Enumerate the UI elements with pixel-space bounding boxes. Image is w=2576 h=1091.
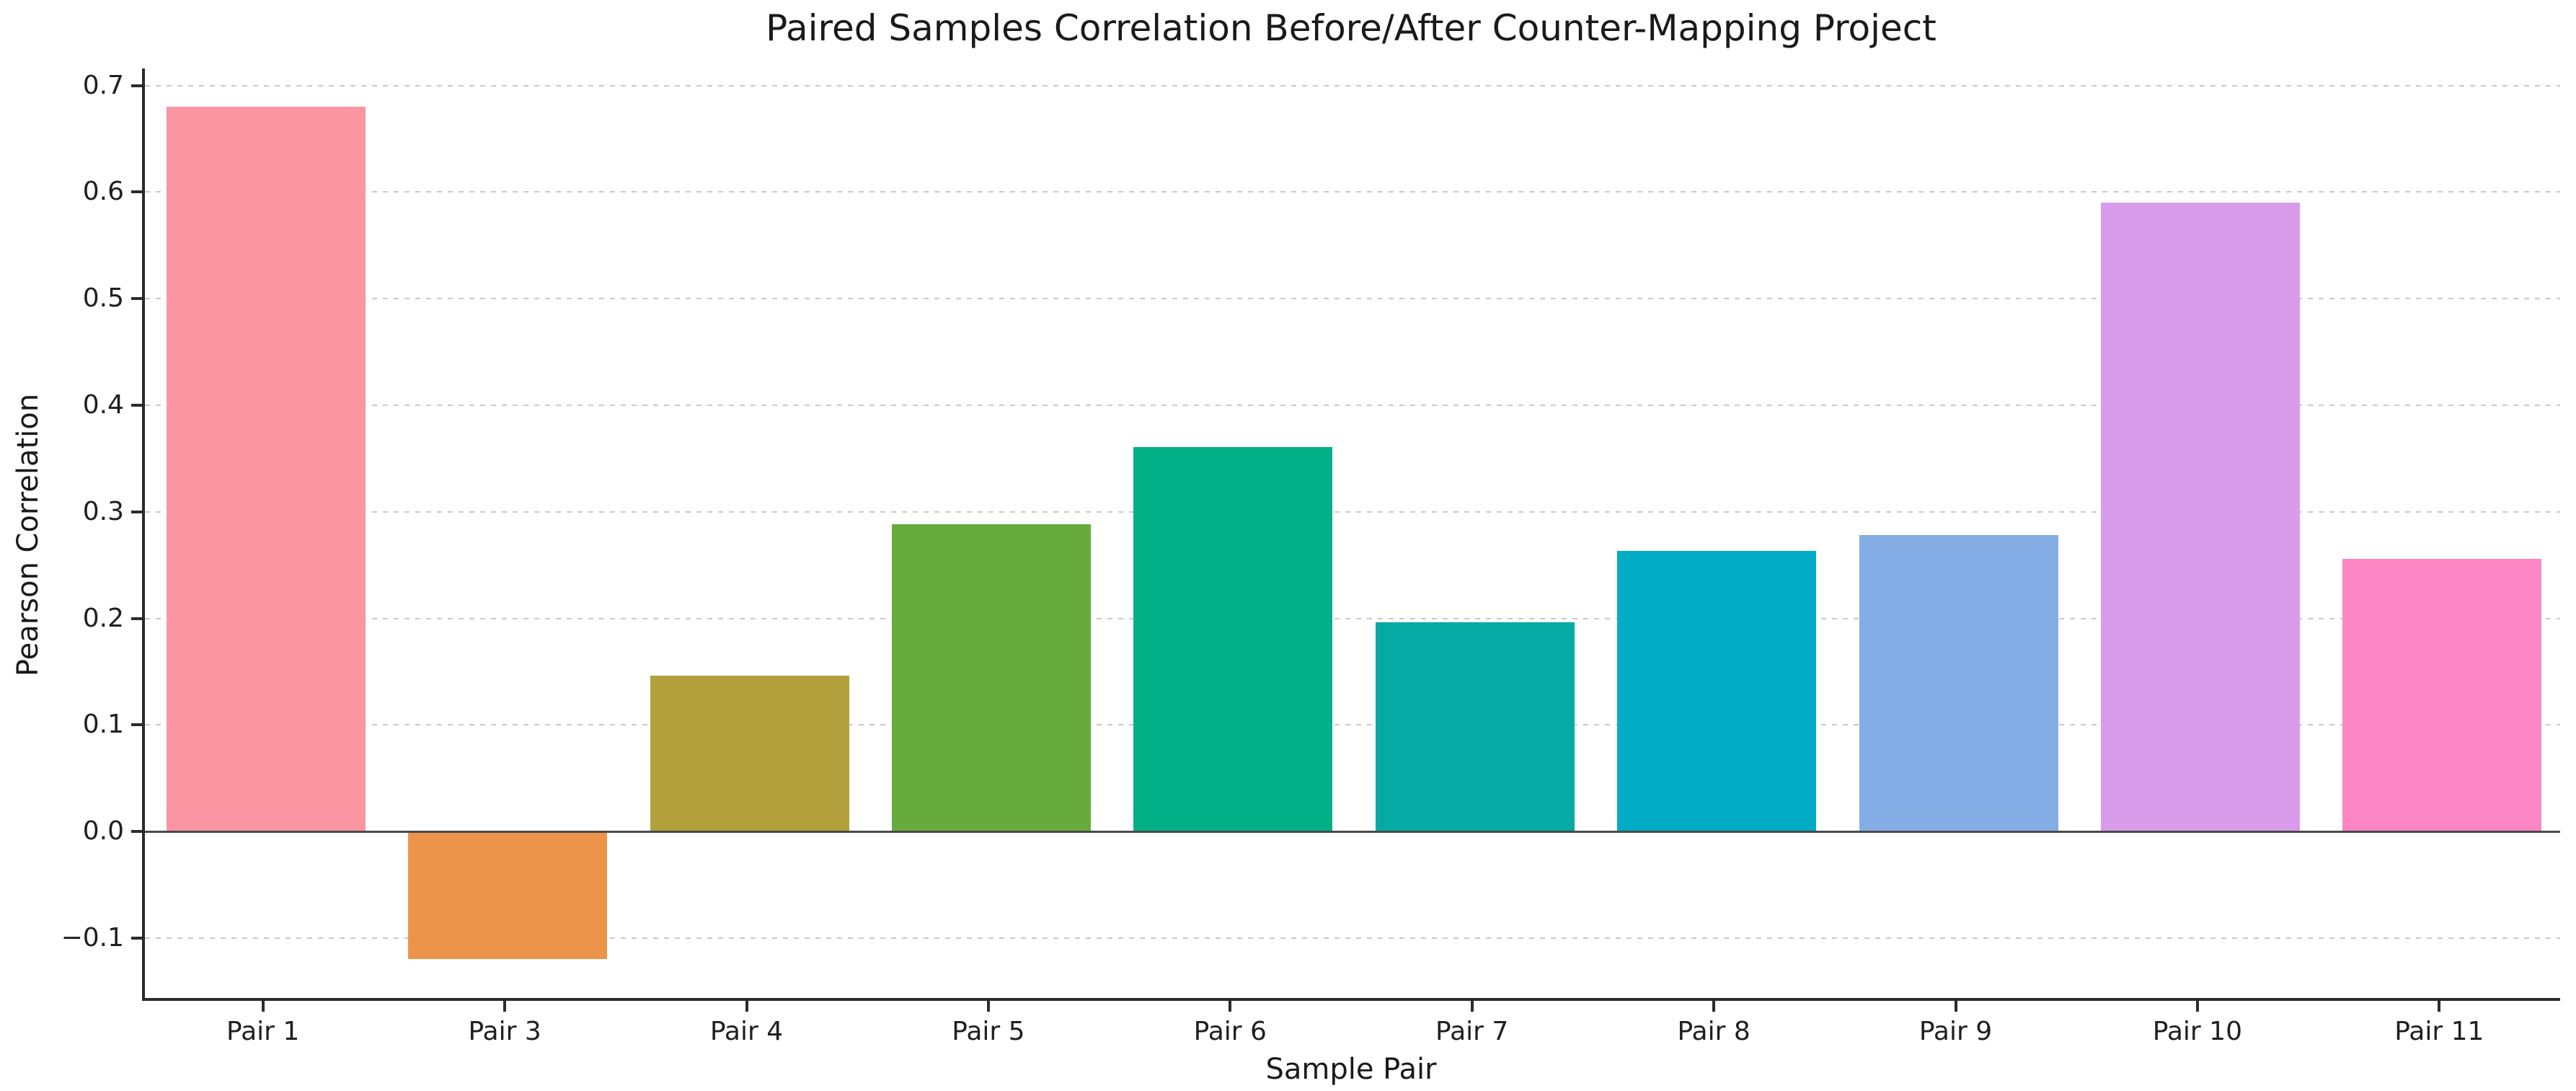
y-tick-label-0.6: 0.6 [82,177,124,207]
y-axis-label: Pearson Correlation [12,393,45,676]
y-tick-label-0.3: 0.3 [82,496,124,526]
x-tick-label-pair-6: Pair 6 [1193,1017,1267,1046]
gridline-y-0.4 [145,404,2560,406]
y-tick-mark-0.3 [131,510,142,513]
x-tick-label-pair-9: Pair 9 [1918,1017,1993,1046]
y-tick-mark-0.2 [131,617,142,620]
plot-area [142,69,2560,1001]
x-tick-mark-pair-1 [261,1001,265,1012]
y-tick-label-0.1: 0.1 [82,710,124,740]
gridline-y-0.6 [145,191,2560,193]
y-axis-label-container: Pearson Correlation [4,69,52,1001]
x-tick-mark-pair-5 [986,1001,990,1012]
bar-pair-6 [1133,446,1332,832]
zero-baseline [145,830,2560,833]
y-tick-mark-0.5 [131,297,142,301]
gridline-y-0.5 [145,298,2560,300]
x-tick-mark-pair-3 [503,1001,507,1012]
y-tick-mark-0.1 [131,723,142,727]
x-tick-mark-pair-7 [1470,1001,1474,1012]
x-tick-label-pair-4: Pair 4 [709,1017,784,1046]
gridline-y-0.2 [145,617,2560,619]
bar-pair-9 [1859,535,2058,832]
x-tick-label-pair-3: Pair 3 [468,1017,541,1046]
x-tick-label-pair-11: Pair 11 [2394,1017,2484,1046]
bar-pair-7 [1376,622,1575,832]
x-tick-label-pair-8: Pair 8 [1677,1017,1750,1046]
bar-pair-1 [167,107,366,832]
x-axis-label: Sample Pair [1265,1053,1437,1086]
bar-pair-4 [650,676,849,832]
bar-pair-8 [1617,551,1816,832]
gridline-y-0.1 [145,724,2560,726]
bar-pair-11 [2342,558,2541,832]
y-tick-mark-0 [131,830,142,834]
bar-pair-3 [408,831,607,960]
x-tick-mark-pair-11 [2438,1001,2441,1012]
gridline-y--0.1 [145,937,2560,939]
y-tick-mark-0.7 [131,84,142,87]
gridline-y-0.3 [145,511,2560,513]
x-tick-mark-pair-9 [1954,1001,1957,1012]
y-tick-label-0.5: 0.5 [82,283,124,314]
x-tick-mark-pair-8 [1712,1001,1716,1012]
y-tick-label-0: 0.0 [82,816,124,847]
x-tick-label-pair-10: Pair 10 [2152,1017,2242,1046]
bar-pair-10 [2101,203,2300,832]
y-tick-label-0.4: 0.4 [82,389,124,420]
gridline-y-0.7 [145,84,2560,87]
bar-pair-5 [892,524,1091,832]
y-tick-mark--0.1 [131,936,142,940]
y-tick-label-0.7: 0.7 [82,70,124,100]
x-tick-label-pair-5: Pair 5 [952,1017,1025,1046]
y-tick-mark-0.6 [131,190,142,194]
chart-title: Paired Samples Correlation Before/After … [766,7,1937,49]
x-tick-mark-pair-10 [2195,1001,2199,1012]
y-tick-label-0.2: 0.2 [82,603,124,633]
y-tick-label--0.1: −0.1 [61,922,124,953]
x-tick-label-pair-7: Pair 7 [1435,1017,1509,1046]
x-tick-mark-pair-4 [745,1001,748,1012]
x-tick-mark-pair-6 [1229,1001,1232,1012]
x-tick-label-pair-1: Pair 1 [226,1017,300,1046]
y-tick-mark-0.4 [131,403,142,407]
